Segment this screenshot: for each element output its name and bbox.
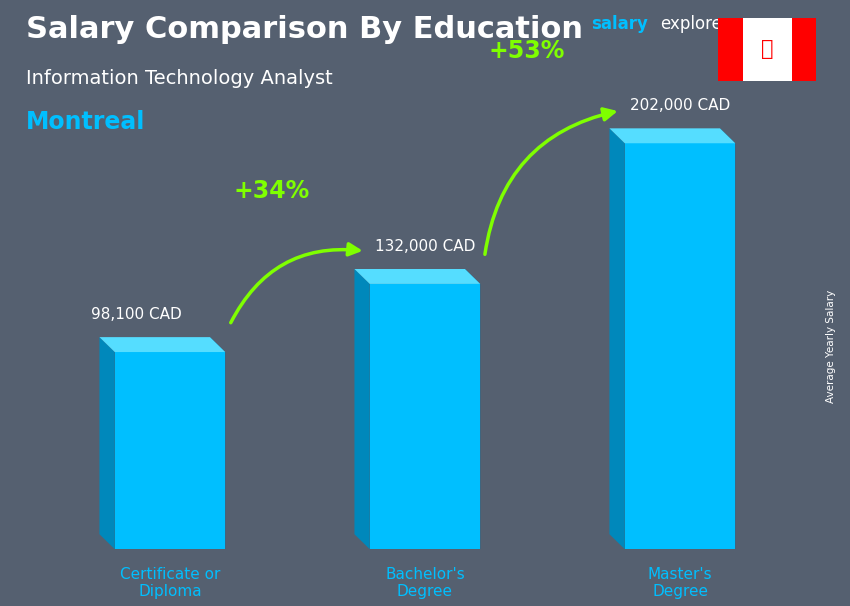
Polygon shape (99, 337, 115, 549)
Text: 98,100 CAD: 98,100 CAD (91, 307, 181, 322)
Polygon shape (625, 143, 735, 549)
Text: +53%: +53% (489, 39, 565, 63)
Bar (791, 18, 816, 81)
Text: Master's
Degree: Master's Degree (648, 567, 712, 599)
Polygon shape (465, 269, 480, 549)
Text: Information Technology Analyst: Information Technology Analyst (26, 68, 332, 88)
Text: Bachelor's
Degree: Bachelor's Degree (385, 567, 465, 599)
Bar (718, 18, 743, 81)
Text: Montreal: Montreal (26, 110, 144, 135)
Polygon shape (354, 269, 480, 284)
Text: 132,000 CAD: 132,000 CAD (375, 239, 475, 254)
Bar (743, 18, 791, 81)
Text: salary: salary (591, 15, 648, 33)
Text: Salary Comparison By Education: Salary Comparison By Education (26, 15, 582, 44)
Text: 🍁: 🍁 (761, 39, 774, 59)
Polygon shape (720, 128, 735, 549)
Polygon shape (210, 337, 225, 549)
Text: 202,000 CAD: 202,000 CAD (630, 98, 730, 113)
Polygon shape (354, 269, 370, 549)
Polygon shape (115, 352, 225, 549)
Text: explorer.com: explorer.com (660, 15, 768, 33)
Polygon shape (370, 284, 480, 549)
Polygon shape (609, 128, 625, 549)
Text: +34%: +34% (234, 179, 310, 204)
Polygon shape (99, 337, 225, 352)
Polygon shape (609, 128, 735, 143)
Text: Certificate or
Diploma: Certificate or Diploma (120, 567, 220, 599)
Text: Average Yearly Salary: Average Yearly Salary (826, 290, 836, 403)
